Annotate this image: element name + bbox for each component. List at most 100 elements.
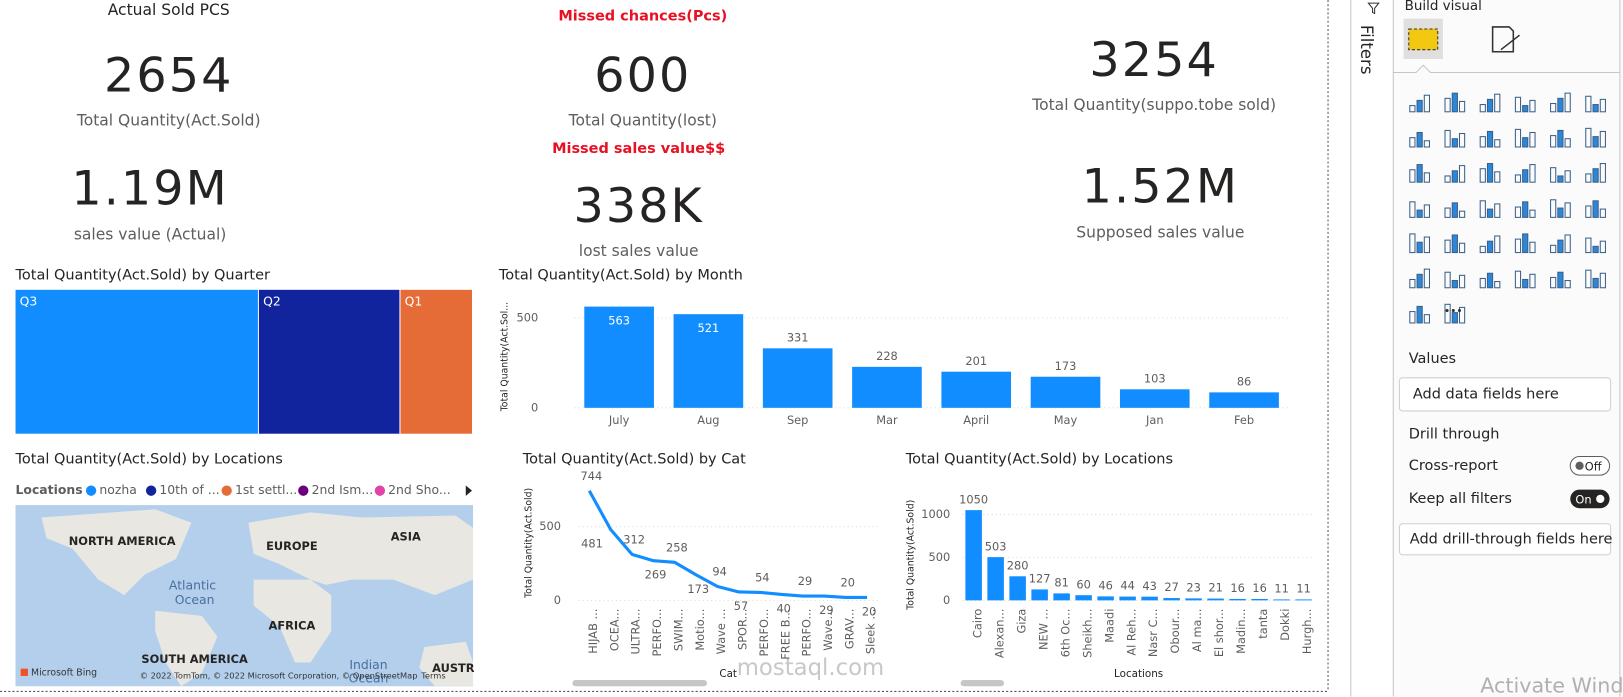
visual-icon[interactable] [1585,127,1606,148]
visual-icon[interactable] [1585,95,1606,113]
more-visuals[interactable] [1451,308,1455,313]
legend-next[interactable] [465,485,473,496]
bar[interactable] [1119,596,1136,601]
bar[interactable] [1229,598,1246,601]
toggle-off[interactable] [1569,455,1611,476]
visual-icon[interactable] [1514,233,1536,254]
bar[interactable] [1209,392,1279,408]
bar[interactable] [965,510,982,601]
icon-part [1416,209,1423,218]
visual-icon[interactable] [1514,270,1536,289]
visual-icon[interactable] [1444,92,1466,113]
toggle-on[interactable] [1570,489,1610,509]
visual-icon[interactable] [1585,269,1606,289]
bar[interactable] [1053,593,1070,601]
visual-icon[interactable] [1409,164,1430,183]
visual-icon[interactable] [1514,96,1536,113]
visual-icon[interactable] [1409,94,1430,113]
visual-icon[interactable] [1409,305,1430,324]
line[interactable] [587,490,868,599]
x-tick-label: Obour... [1168,609,1182,654]
more-visuals[interactable] [1445,308,1449,313]
visual-icon[interactable] [1550,129,1571,148]
bar[interactable] [1009,576,1026,601]
format-icon[interactable] [1491,26,1521,53]
bar[interactable] [1185,598,1202,601]
bar[interactable] [1273,599,1290,601]
icon-part [1416,164,1423,183]
more-visuals[interactable] [1457,308,1462,313]
bar[interactable] [852,366,922,408]
icon-part [1529,241,1536,254]
bar[interactable] [1031,589,1048,601]
visual-icon[interactable] [1514,201,1536,218]
x-tick-label: Feb [1234,413,1254,427]
data-label: 521 [698,321,720,335]
bar[interactable] [941,371,1012,408]
scrollbar[interactable] [960,680,1005,687]
drill-well[interactable] [1398,523,1612,556]
bar[interactable] [762,348,833,408]
bar[interactable] [987,557,1004,601]
visual-icon[interactable] [1479,235,1501,254]
bar[interactable] [584,306,654,408]
drill-hint[interactable]: Add drill-through fields here [1410,531,1613,547]
icon-part [1458,274,1466,289]
bar[interactable] [1075,595,1092,601]
visual-icon[interactable] [1585,200,1606,218]
visual-icon[interactable] [1479,200,1501,218]
bar[interactable] [1097,596,1114,601]
treemap-tile[interactable] [258,289,400,434]
bar[interactable] [1119,389,1190,408]
scrollbar[interactable] [572,680,707,687]
icon-part [1451,234,1458,254]
data-label: 54 [755,570,769,584]
x-tick-label: Madin... [1234,609,1248,654]
values-hint[interactable]: Add data fields here [1413,386,1559,402]
visual-icon[interactable] [1409,268,1430,289]
visual-icon[interactable] [1550,271,1571,289]
bar[interactable] [1141,596,1158,601]
visual-icon[interactable] [1444,165,1466,183]
bar[interactable] [1163,598,1180,601]
icon-part [1423,204,1430,218]
icon-part [1444,207,1451,218]
visual-icon[interactable] [1550,234,1571,254]
visual-icon[interactable] [1409,233,1430,254]
filter-icon[interactable] [1367,2,1380,15]
visual-icon[interactable] [1550,167,1571,183]
visual-icon[interactable] [1479,163,1501,183]
visual-icon[interactable] [1550,199,1571,218]
bar[interactable] [673,314,744,408]
map[interactable] [15,505,474,687]
visual-icon[interactable] [1550,92,1571,113]
visual-icon[interactable] [1479,93,1501,113]
bar[interactable] [1295,599,1312,601]
tile-label: Q1 [405,294,423,309]
y-tick-label: 0 [554,593,561,607]
visual-icon[interactable] [1479,272,1501,289]
x-tick-label: Giza [1014,609,1028,634]
filters-pane[interactable]: Filters [1357,25,1376,75]
data-label: 173 [1055,359,1077,373]
visual-icon[interactable] [1409,201,1430,218]
visual-icon[interactable] [1585,237,1606,254]
bar[interactable] [1251,598,1268,601]
visual-icon[interactable] [1444,303,1466,324]
visual-icon[interactable] [1585,163,1606,183]
cross-report-label: Cross-report [1409,458,1498,474]
visual-icon[interactable] [1409,131,1430,148]
visual-icon[interactable] [1514,164,1536,183]
values-well[interactable] [1398,377,1612,412]
bar[interactable] [1207,598,1224,601]
visual-icon[interactable] [1444,234,1466,254]
visual-icon[interactable] [1514,128,1536,148]
bar[interactable] [1030,376,1101,408]
treemap-tile[interactable] [400,289,473,434]
visual-icon[interactable] [1444,271,1466,289]
card-label: sales value (Actual) [74,225,227,243]
visual-icon[interactable] [1444,202,1466,218]
visual-icon[interactable] [1479,130,1501,148]
visual-icon[interactable] [1444,129,1466,148]
treemap-tile[interactable] [15,289,258,434]
